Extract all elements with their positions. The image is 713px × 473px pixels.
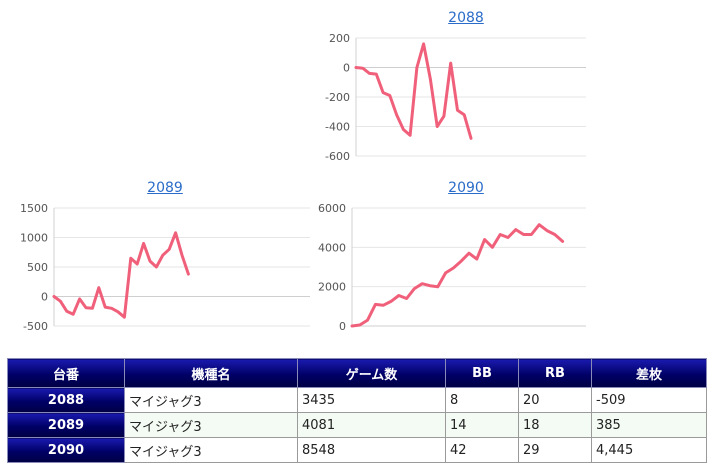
unit-number-cell[interactable]: 2090 [7, 437, 125, 463]
y-tick-label: -500 [23, 320, 48, 333]
header-bb: BB [445, 358, 519, 388]
y-tick-label: 6000 [318, 202, 346, 215]
chart-2088: 2088 200 0 -200 -400 -600 [316, 10, 616, 170]
y-tick-label: 1000 [20, 232, 48, 245]
game-count-cell: 8548 [297, 437, 446, 463]
chart-title-2088[interactable]: 2088 [448, 10, 484, 26]
chart-2090: 2090 6000 4000 2000 0 [316, 180, 616, 340]
series-line [350, 223, 565, 328]
header-machine-name: 機種名 [124, 358, 298, 388]
machine-name-cell: マイジャグ3 [124, 387, 298, 413]
summary-table: 台番 機種名 ゲーム数 BB RB 差枚 2088 マイジャグ3 3435 8 … [7, 358, 707, 463]
unit-number-cell[interactable]: 2088 [7, 387, 125, 413]
machine-name-cell: マイジャグ3 [124, 412, 298, 438]
rb-cell: 18 [518, 412, 592, 438]
machine-name-cell: マイジャグ3 [124, 437, 298, 463]
y-tick-label: -200 [325, 91, 350, 104]
chart-title-2089[interactable]: 2089 [147, 180, 183, 196]
y-tick-label: -400 [325, 121, 350, 134]
y-tick-label: 1500 [20, 202, 48, 215]
table-row: 2088 マイジャグ3 3435 8 20 -509 [7, 387, 707, 413]
chart-2088-plot: 200 0 -200 -400 -600 [325, 32, 586, 163]
difference-cell: -509 [591, 387, 707, 413]
y-tick-label: 500 [27, 261, 48, 274]
header-rb: RB [518, 358, 592, 388]
rb-cell: 29 [518, 437, 592, 463]
y-tick-label: 200 [329, 32, 350, 45]
chart-2090-plot: 6000 4000 2000 0 [318, 202, 586, 333]
header-unit-number: 台番 [7, 358, 125, 388]
bb-cell: 14 [445, 412, 519, 438]
table-header-row: 台番 機種名 ゲーム数 BB RB 差枚 [7, 358, 707, 388]
table-row: 2089 マイジャグ3 4081 14 18 385 [7, 412, 707, 438]
y-tick-label: 2000 [318, 281, 346, 294]
header-difference: 差枚 [591, 358, 707, 388]
chart-title-2090[interactable]: 2090 [448, 180, 484, 196]
y-tick-label: 0 [343, 62, 350, 75]
y-tick-label: -600 [325, 150, 350, 163]
difference-cell: 385 [591, 412, 707, 438]
header-game-count: ゲーム数 [297, 358, 446, 388]
game-count-cell: 3435 [297, 387, 446, 413]
unit-number-cell[interactable]: 2089 [7, 412, 125, 438]
y-tick-label: 4000 [318, 241, 346, 254]
y-tick-label: 0 [41, 291, 48, 304]
rb-cell: 20 [518, 387, 592, 413]
difference-cell: 4,445 [591, 437, 707, 463]
chart-2089-plot: 1500 1000 500 0 -500 [20, 202, 310, 333]
series-line [52, 231, 190, 319]
bb-cell: 8 [445, 387, 519, 413]
y-tick-label: 0 [339, 320, 346, 333]
bb-cell: 42 [445, 437, 519, 463]
game-count-cell: 4081 [297, 412, 446, 438]
table-row: 2090 マイジャグ3 8548 42 29 4,445 [7, 437, 707, 463]
series-line [354, 42, 473, 140]
chart-2089: 2089 1500 1000 500 0 -500 [10, 180, 320, 340]
